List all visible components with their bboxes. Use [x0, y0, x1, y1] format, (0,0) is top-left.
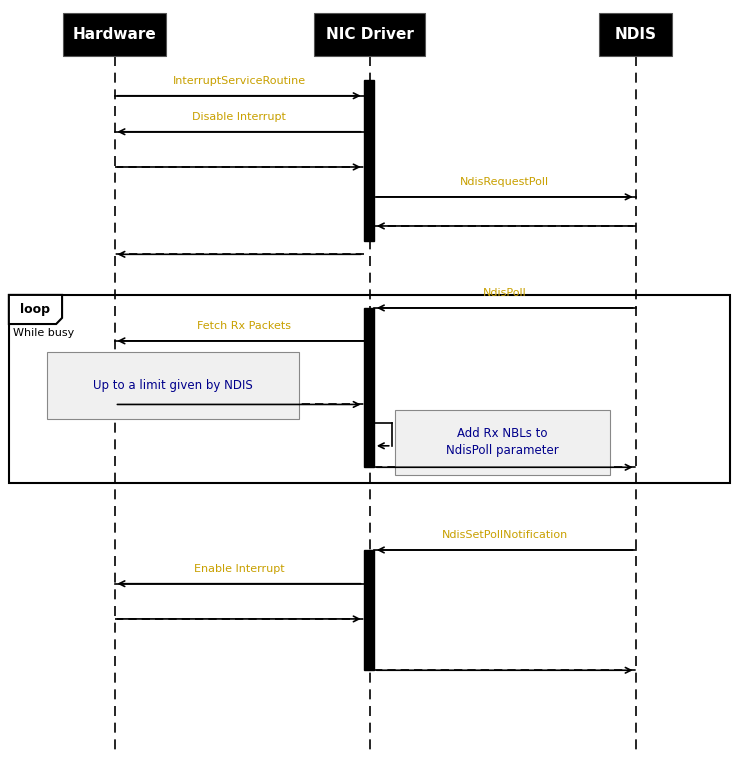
FancyBboxPatch shape — [47, 352, 299, 419]
Bar — [63, 13, 166, 55]
Text: NdisRequestPoll: NdisRequestPoll — [460, 177, 549, 187]
FancyBboxPatch shape — [395, 410, 610, 475]
Bar — [9, 295, 730, 483]
Text: Up to a limit given by NDIS: Up to a limit given by NDIS — [93, 379, 253, 392]
Polygon shape — [9, 295, 62, 324]
Bar — [599, 13, 672, 55]
Bar — [314, 13, 425, 55]
Text: loop: loop — [21, 303, 50, 316]
Text: While busy: While busy — [13, 328, 75, 338]
Text: NdisPoll: NdisPoll — [483, 288, 527, 298]
Text: NIC Driver: NIC Driver — [326, 27, 413, 42]
Bar — [364, 80, 374, 241]
Text: Fetch Rx Packets: Fetch Rx Packets — [197, 321, 291, 331]
Bar — [364, 308, 374, 467]
Text: InterruptServiceRoutine: InterruptServiceRoutine — [172, 76, 306, 86]
Text: NDIS: NDIS — [615, 27, 656, 42]
Text: NdisSetPollNotification: NdisSetPollNotification — [442, 530, 568, 540]
Bar — [364, 550, 374, 670]
Text: Enable Interrupt: Enable Interrupt — [194, 564, 285, 574]
Text: Add Rx NBLs to
NdisPoll parameter: Add Rx NBLs to NdisPoll parameter — [446, 427, 559, 457]
Text: Hardware: Hardware — [72, 27, 157, 42]
Text: Disable Interrupt: Disable Interrupt — [192, 112, 286, 122]
